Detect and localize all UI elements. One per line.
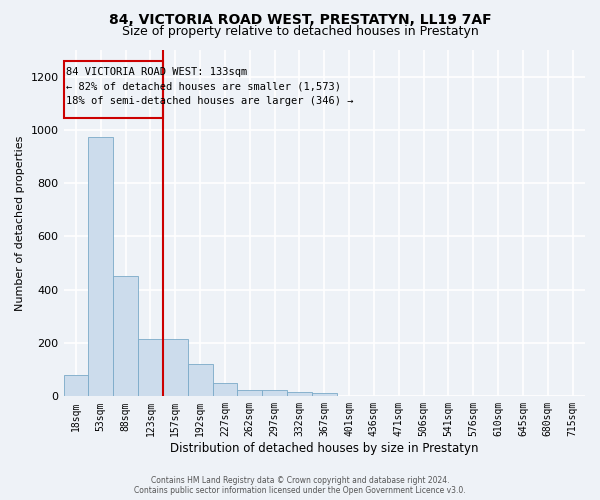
Bar	[212, 383, 238, 396]
Bar	[188, 364, 212, 396]
Bar	[287, 392, 312, 396]
Text: 84, VICTORIA ROAD WEST, PRESTATYN, LL19 7AF: 84, VICTORIA ROAD WEST, PRESTATYN, LL19 …	[109, 12, 491, 26]
Bar	[238, 390, 262, 396]
Bar	[64, 375, 88, 396]
Text: 84 VICTORIA ROAD WEST: 133sqm: 84 VICTORIA ROAD WEST: 133sqm	[66, 67, 247, 77]
Bar	[113, 276, 138, 396]
Text: Size of property relative to detached houses in Prestatyn: Size of property relative to detached ho…	[122, 25, 478, 38]
Bar	[312, 393, 337, 396]
Text: 18% of semi-detached houses are larger (346) →: 18% of semi-detached houses are larger (…	[66, 96, 353, 106]
Y-axis label: Number of detached properties: Number of detached properties	[15, 136, 25, 311]
Text: Contains HM Land Registry data © Crown copyright and database right 2024.
Contai: Contains HM Land Registry data © Crown c…	[134, 476, 466, 495]
Bar	[64, 60, 163, 118]
Bar	[88, 136, 113, 396]
X-axis label: Distribution of detached houses by size in Prestatyn: Distribution of detached houses by size …	[170, 442, 479, 455]
Bar	[163, 339, 188, 396]
Bar	[138, 339, 163, 396]
Text: ← 82% of detached houses are smaller (1,573): ← 82% of detached houses are smaller (1,…	[66, 82, 341, 92]
Bar	[262, 390, 287, 396]
